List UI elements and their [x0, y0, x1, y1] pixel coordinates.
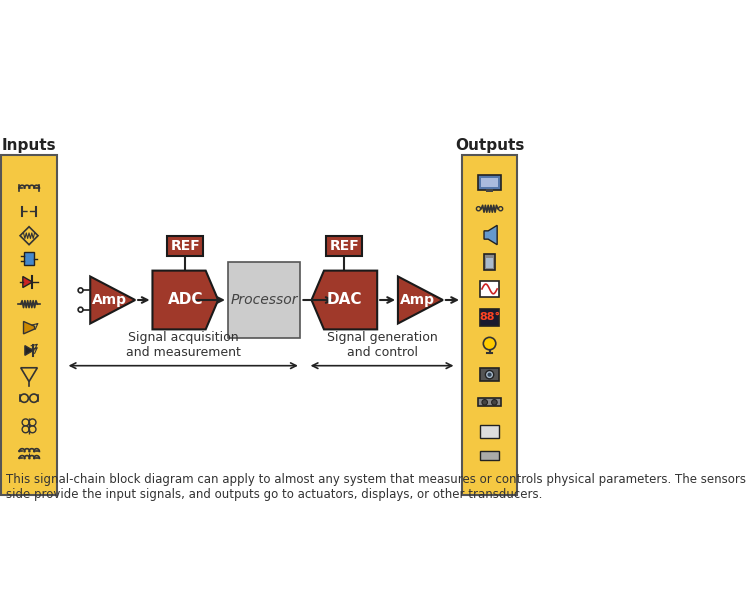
Polygon shape: [25, 346, 33, 355]
Polygon shape: [152, 271, 218, 329]
Bar: [486, 258, 493, 268]
Circle shape: [483, 337, 496, 350]
Text: Amp: Amp: [92, 293, 127, 307]
Text: Amp: Amp: [400, 293, 434, 307]
Bar: [478, 175, 500, 190]
Polygon shape: [23, 322, 34, 334]
Bar: [480, 368, 500, 381]
Circle shape: [482, 400, 488, 405]
Bar: [480, 425, 500, 437]
Polygon shape: [484, 226, 497, 245]
Bar: [2, 155, 57, 495]
Bar: [326, 236, 362, 256]
Bar: [228, 262, 301, 338]
Text: Inputs: Inputs: [2, 138, 56, 153]
Text: Signal acquisition
and measurement: Signal acquisition and measurement: [126, 331, 241, 359]
Text: 88°: 88°: [479, 311, 500, 322]
Bar: [480, 281, 500, 296]
Polygon shape: [22, 277, 32, 287]
Text: ADC: ADC: [167, 292, 203, 307]
Polygon shape: [398, 277, 443, 323]
Circle shape: [485, 371, 494, 379]
Bar: [480, 451, 500, 460]
Bar: [478, 398, 500, 406]
Bar: [482, 178, 498, 187]
Text: REF: REF: [170, 239, 200, 253]
Bar: [486, 190, 493, 192]
Circle shape: [488, 373, 491, 377]
Text: This signal-chain block diagram can apply to almost any system that measures or : This signal-chain block diagram can appl…: [5, 473, 750, 500]
Text: REF: REF: [329, 239, 359, 253]
Text: Outputs: Outputs: [454, 138, 524, 153]
Bar: [480, 309, 500, 326]
Polygon shape: [90, 277, 135, 323]
Text: DAC: DAC: [326, 292, 362, 307]
Bar: [462, 155, 518, 495]
Circle shape: [491, 400, 497, 405]
Polygon shape: [311, 271, 377, 329]
Text: Signal generation
and control: Signal generation and control: [327, 331, 437, 359]
Bar: [24, 251, 34, 265]
Bar: [167, 236, 203, 256]
Bar: [484, 254, 495, 270]
Text: Processor: Processor: [230, 293, 298, 307]
